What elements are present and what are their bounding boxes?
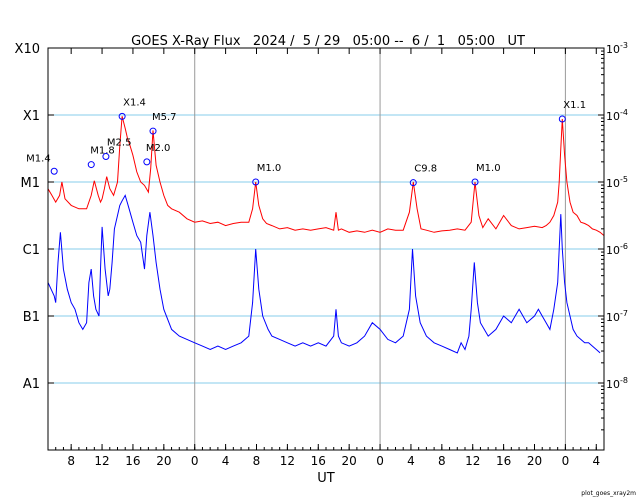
x-tick-label: 20 (342, 454, 357, 468)
x-tick-label: 16 (125, 454, 140, 468)
flare-marker (558, 115, 566, 123)
y-right-label: 10-6 (606, 242, 628, 257)
flare-marker (102, 153, 110, 161)
series-short-line (47, 194, 601, 354)
flare-marker (409, 179, 417, 187)
x-tick-label: 12 (280, 454, 295, 468)
flare-marker (252, 178, 260, 186)
x-tick-label: 8 (253, 454, 261, 468)
flare-label: M1.0 (257, 163, 282, 174)
y-left-label: M1 (21, 176, 41, 191)
flare-label: C9.8 (414, 164, 437, 175)
x-axis-label: UT (317, 471, 335, 486)
x-tick-label: 20 (156, 454, 171, 468)
y-left-label: C1 (23, 243, 40, 258)
series-long-wavelength (47, 116, 605, 236)
flare-marker (50, 167, 58, 175)
x-tick-label: 16 (496, 454, 511, 468)
flare-label: X1.1 (563, 100, 586, 111)
x-tick-label: 16 (311, 454, 326, 468)
footer-note: plot_goes_xray2m (581, 490, 636, 497)
flare-marker (87, 161, 95, 169)
y-right-label: 10-8 (606, 376, 628, 391)
flare-annotations: M1.4 M1.8M2.5 X1.4 M2.0 M5.7 M1.0 C9.8 M1.0 X1.1 (26, 97, 586, 187)
y-left-label: A1 (23, 377, 40, 392)
flare-label: M2.0 (146, 143, 171, 154)
flare-label: M2.5 (107, 138, 132, 149)
flare-marker (118, 112, 126, 120)
flare-label: M1.0 (476, 163, 501, 174)
y-left-label: X1 (23, 109, 40, 124)
y-left-label: X10 (15, 42, 40, 57)
flare-label: M5.7 (152, 112, 177, 123)
y-right-label: 10-3 (606, 41, 628, 56)
x-tick-label: 12 (465, 454, 480, 468)
flare-label: M1.4 (26, 153, 51, 164)
x-tick-label: 8 (438, 454, 446, 468)
x-tick-label: 12 (94, 454, 109, 468)
x-tick-label: 0 (376, 454, 384, 468)
axes: 8 12 16 20 0 4 8 12 16 20 0 4 8 12 16 20 0 4 X10 X1 M1 C1 B1 A1… (15, 41, 628, 468)
chart-title: GOES X-Ray Flux 2024 / 5 / 29 05:00 -- 6… (131, 34, 525, 49)
y-right-label: 10-4 (606, 108, 628, 123)
x-tick-label: 4 (222, 454, 230, 468)
flare-marker (143, 158, 151, 166)
series-long-line (47, 116, 605, 236)
flare-marker (149, 127, 157, 135)
flare-marker (471, 178, 479, 186)
x-tick-label: 4 (407, 454, 415, 468)
x-tick-label: 0 (191, 454, 199, 468)
x-tick-label: 0 (562, 454, 570, 468)
x-tick-label: 8 (67, 454, 75, 468)
series-short-wavelength (47, 194, 601, 354)
y-left-label: B1 (23, 310, 40, 325)
flare-label: X1.4 (123, 97, 146, 108)
x-tick-label: 20 (527, 454, 542, 468)
flare-label: M1.8 (90, 146, 115, 157)
y-right-label: 10-7 (606, 309, 628, 324)
y-right-label: 10-5 (606, 175, 628, 190)
x-tick-label: 4 (592, 454, 600, 468)
